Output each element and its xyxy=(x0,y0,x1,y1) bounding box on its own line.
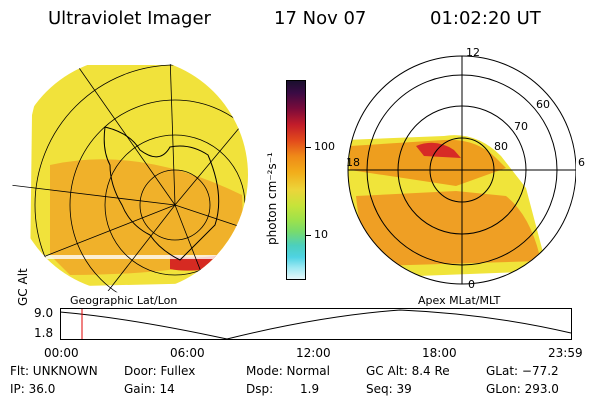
polar-map xyxy=(347,55,576,285)
mlat-label-60: 60 xyxy=(536,98,550,111)
mode-info: Mode: Normal xyxy=(246,364,330,378)
door-info: Door: Fullex xyxy=(124,364,196,378)
glat-info: GLat: −77.2 xyxy=(486,364,559,378)
colorbar-label-10: 10 xyxy=(314,228,328,241)
aurora-stripe xyxy=(40,255,240,259)
mlat-label-70: 70 xyxy=(514,120,528,133)
geographic-map xyxy=(12,57,248,293)
time-label: 01:02:20 UT xyxy=(430,8,541,29)
glon-info: GLon: 293.0 xyxy=(486,382,559,396)
colorbar-unit: photon cm⁻²s⁻¹ xyxy=(265,152,279,245)
coastline xyxy=(103,126,220,261)
mlt-label-0: 0 xyxy=(468,278,475,291)
colorbar-tick xyxy=(306,235,311,236)
colorbar-label-100: 100 xyxy=(314,140,335,153)
aurora-band-core xyxy=(50,159,244,275)
colorbar xyxy=(286,80,306,280)
dsp-value: 1.9 xyxy=(300,382,320,396)
polar-grid xyxy=(347,55,576,285)
mlt-label-12: 12 xyxy=(466,46,480,59)
seq-info: Seq: 39 xyxy=(366,382,412,396)
aurora-band-hot xyxy=(416,142,461,158)
altitude-tick-max: 9.0 xyxy=(34,306,54,320)
mlat-label-80: 80 xyxy=(494,140,508,153)
colorbar-tick xyxy=(306,147,311,148)
time-tick-0: 00:00 xyxy=(44,346,79,360)
mlt-label-18: 18 xyxy=(346,156,360,169)
page-title: Ultraviolet Imager xyxy=(48,8,211,29)
altitude-axis-label: GC Alt xyxy=(16,268,30,306)
gc-alt-info: GC Alt: 8.4 Re xyxy=(366,364,450,378)
altitude-tick-min: 1.8 xyxy=(34,326,54,340)
dsp-label: Dsp: xyxy=(246,382,274,396)
polar-map-caption: Apex MLat/MLT xyxy=(418,294,501,307)
time-tick-3: 18:00 xyxy=(422,346,457,360)
altitude-plot-frame xyxy=(60,308,572,340)
date-label: 17 Nov 07 xyxy=(274,8,367,29)
altitude-plot xyxy=(60,308,572,340)
filter-info: Flt: UNKNOWN xyxy=(10,364,98,378)
time-tick-4: 23:59 xyxy=(548,346,583,360)
time-tick-2: 12:00 xyxy=(296,346,331,360)
aurora-band-core xyxy=(350,139,506,186)
aurora-band-core xyxy=(356,191,541,266)
altitude-curve xyxy=(60,309,572,340)
mlt-label-6: 6 xyxy=(578,156,585,169)
gain-info: Gain: 14 xyxy=(124,382,175,396)
time-tick-1: 06:00 xyxy=(170,346,205,360)
ip-info: IP: 36.0 xyxy=(10,382,56,396)
geographic-map-caption: Geographic Lat/Lon xyxy=(70,294,178,307)
